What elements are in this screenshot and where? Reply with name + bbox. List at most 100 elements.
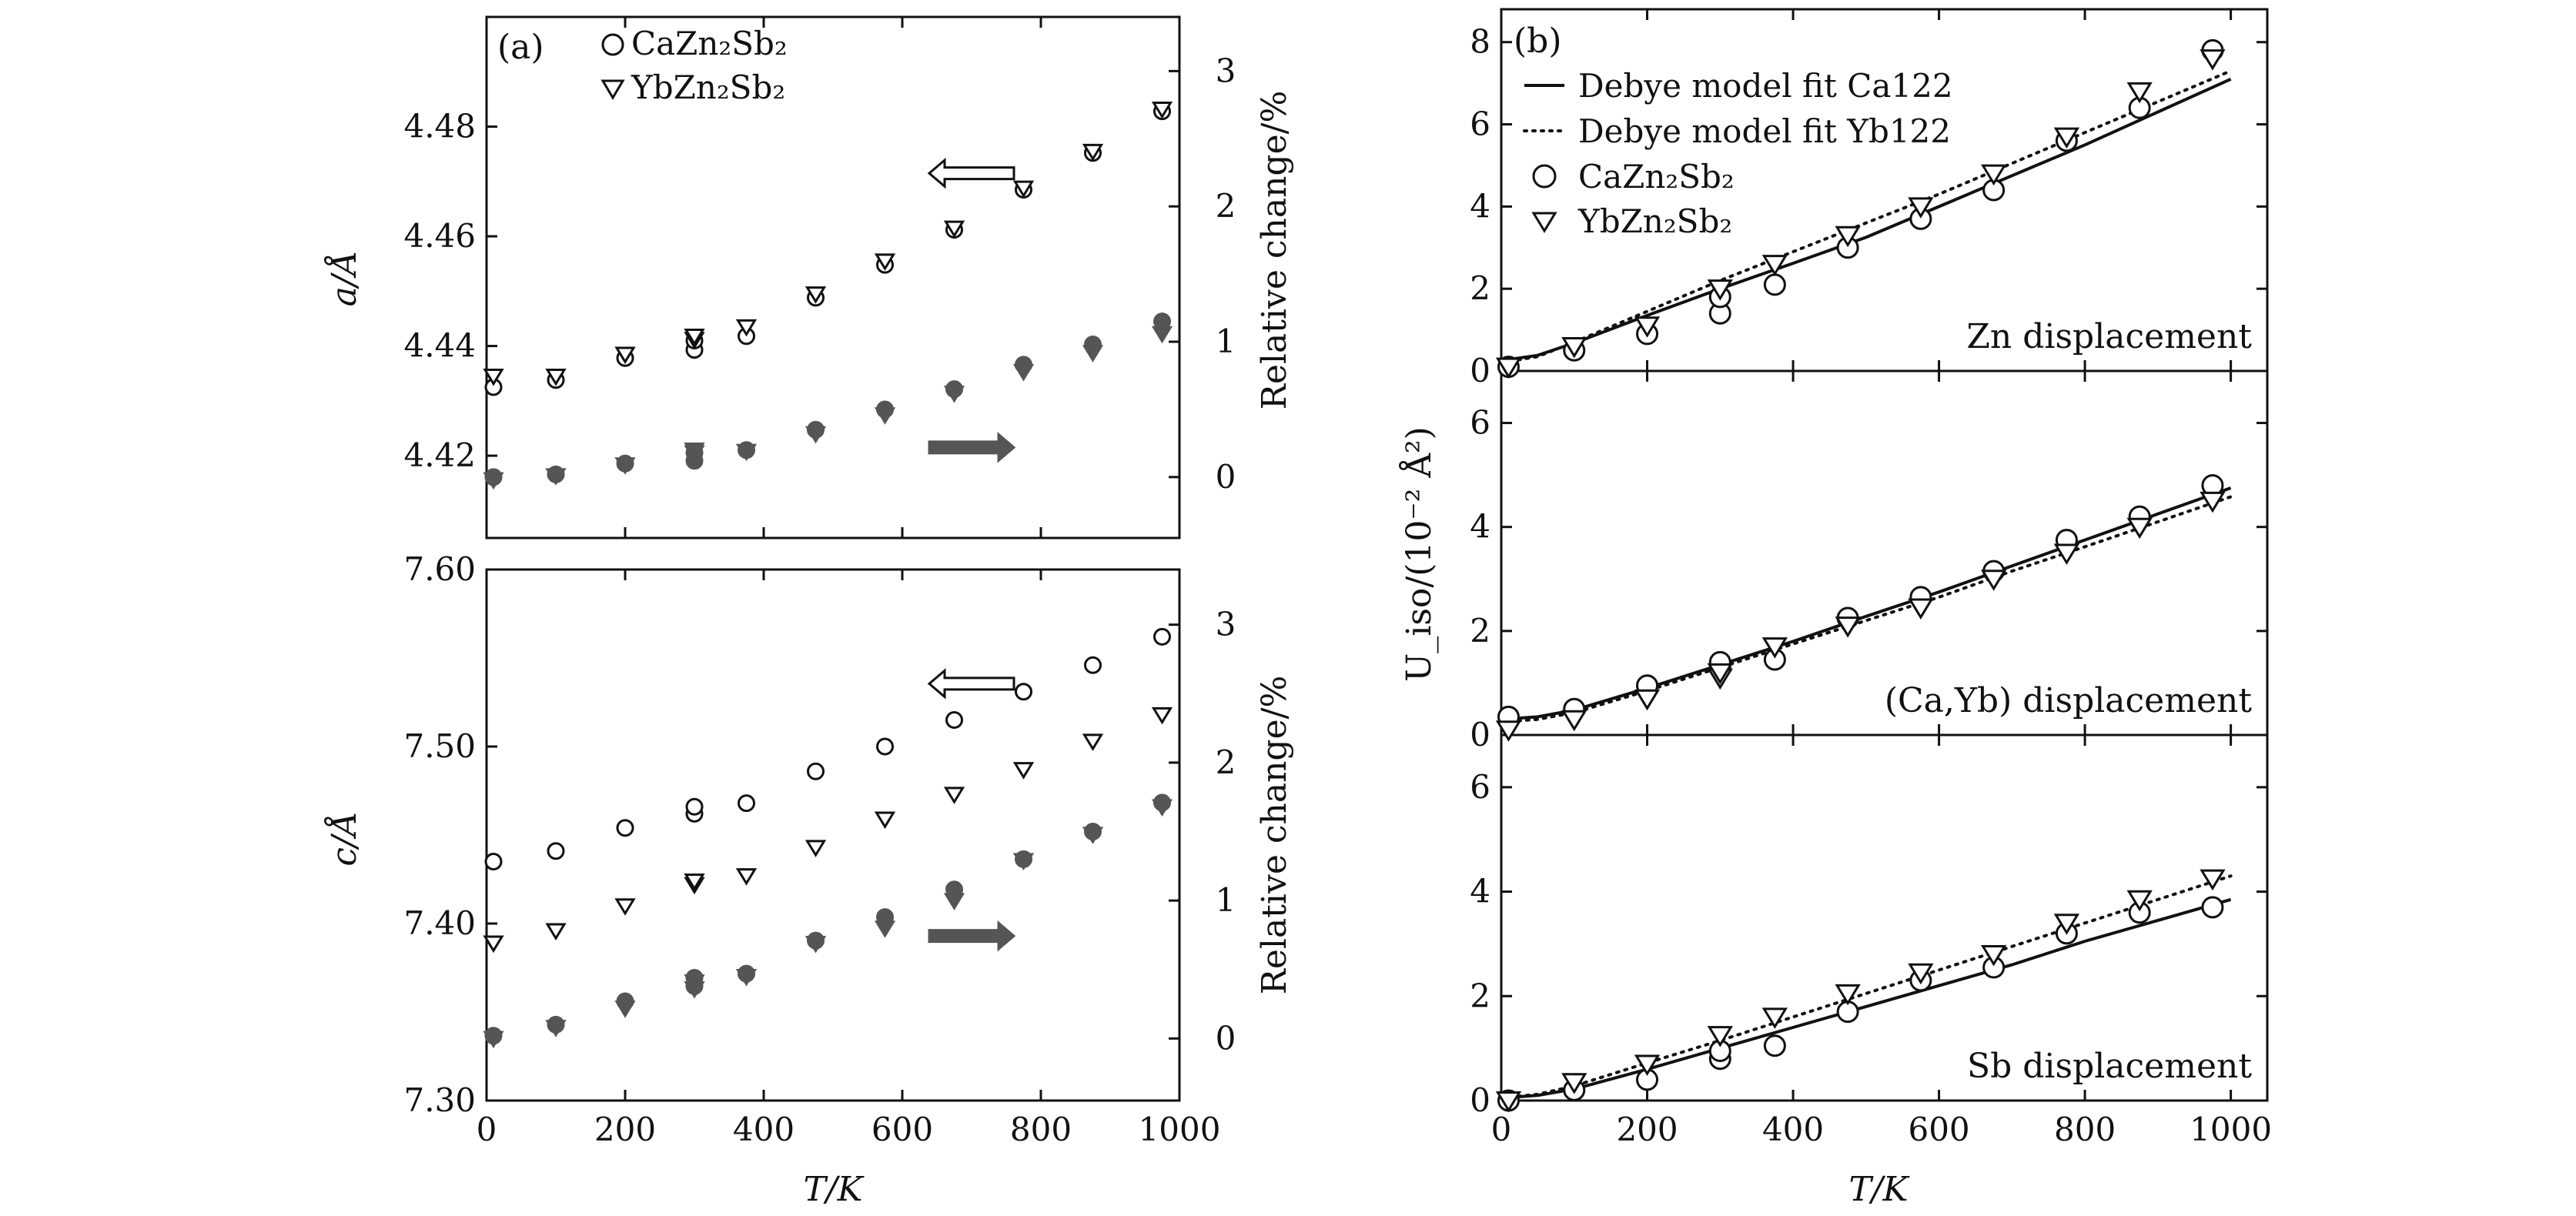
data-point-yb (874, 920, 896, 938)
data-point-yb (1151, 799, 1173, 817)
y-tick-label: 4.48 (403, 108, 476, 145)
data-point-yb (2126, 517, 2153, 540)
data-point-yb (1151, 707, 1173, 725)
legend-b: Debye model fit Ca122 Debye model fit Yb… (1523, 67, 1953, 240)
data-point-yb (1707, 279, 1733, 301)
data-point-yb (545, 468, 567, 486)
legend-a-yb-label: YbZn₂Sb₂ (631, 68, 785, 106)
panel-b-sb-frame (1500, 733, 2269, 1102)
x-tick-label: 400 (733, 1111, 795, 1148)
data-point-yb (1561, 710, 1587, 732)
data-point-ca (484, 853, 503, 870)
data-point-ca (685, 797, 704, 816)
data-point-yb (1835, 225, 1861, 248)
data-point-yb (2053, 914, 2080, 935)
data-point-yb (1012, 762, 1035, 780)
data-point-yb (483, 1031, 504, 1049)
data-point-ca (1084, 656, 1102, 674)
ylabel-a-top: a/Å (323, 251, 364, 307)
data-point-yb (1012, 180, 1035, 199)
right-arrow-icon (928, 920, 1016, 952)
data-point-yb (545, 923, 567, 940)
y-tick-label: 4 (1470, 187, 1490, 225)
data-point-yb (735, 968, 758, 987)
data-point-yb (1980, 164, 2007, 186)
legend-b-fit-yb-label: Debye model fit Yb122 (1578, 112, 1951, 150)
y-tick-label: 4.44 (403, 327, 476, 365)
y-tick-label: 0 (1470, 352, 1490, 389)
data-point-yb (1761, 637, 1788, 659)
panel-a-top-frame (485, 15, 1181, 540)
data-point-yb (1761, 255, 1788, 276)
legend-b-ca-label: CaZn₂Sb₂ (1578, 158, 1735, 195)
legend-b-ca-circle-icon (1532, 164, 1557, 189)
data-point-ca (807, 762, 825, 780)
x-tick-label: 0 (477, 1111, 497, 1148)
data-point-yb (1561, 336, 1587, 359)
data-point-yb (874, 253, 896, 271)
data-point-yb (874, 407, 896, 425)
data-point-ca (616, 819, 634, 837)
data-point-yb (1908, 963, 1934, 985)
y-tick-label: 6 (1470, 768, 1490, 806)
y-tick-label: 4 (1470, 508, 1490, 546)
data-point-yb (1151, 326, 1173, 344)
data-point-yb (2126, 82, 2153, 104)
data-point-yb (1980, 945, 2007, 967)
data-point-yb (614, 346, 636, 365)
x-tick-label: 400 (1762, 1111, 1824, 1148)
data-point-yb (1082, 827, 1104, 844)
data-point-yb (545, 1020, 567, 1037)
data-point-yb (943, 220, 965, 239)
data-point-yb (483, 369, 504, 386)
panel-label-b: (b) (1514, 22, 1562, 61)
data-point-yb (684, 442, 705, 460)
x-tick-label: 1000 (1139, 1111, 1221, 1148)
x-tick-label: 600 (871, 1111, 933, 1148)
data-point-yb (2053, 543, 2080, 565)
data-point-yb (1980, 570, 2007, 591)
data-point-yb (614, 457, 636, 475)
data-point-yb (614, 1001, 636, 1018)
data-point-yb (735, 319, 758, 337)
data-point-ca (547, 842, 565, 860)
legend-yb-triangle-icon (601, 79, 625, 100)
left-arrow-icon (927, 668, 1015, 700)
data-point-yb (2200, 49, 2226, 71)
legend-a: CaZn₂Sb₂ YbZn₂Sb₂ (601, 25, 788, 106)
data-point-yb (943, 787, 965, 804)
data-point-yb (1561, 1073, 1587, 1094)
panel-label-a: (a) (497, 28, 544, 67)
left-arrow-icon (927, 157, 1015, 189)
y2-tick-label: 2 (1216, 187, 1236, 225)
data-point-ca (1015, 683, 1032, 701)
data-point-yb (1151, 101, 1173, 119)
data-point-yb (874, 811, 896, 830)
data-point-yb (1012, 363, 1035, 382)
data-point-yb (2200, 491, 2226, 513)
data-point-yb (545, 369, 567, 386)
data-point-yb (1495, 720, 1522, 742)
y-tick-label: 4 (1470, 873, 1490, 910)
data-point-yb (943, 386, 965, 403)
data-point-ca (1763, 1034, 1786, 1057)
y-tick-label: 6 (1470, 105, 1490, 143)
annotation-zn: Zn displacement (1966, 317, 2252, 356)
data-point-yb (805, 286, 827, 304)
data-point-yb (805, 426, 827, 444)
data-point-yb (1495, 1091, 1522, 1113)
data-point-ca (1153, 627, 1171, 646)
legend-b-fit-ca-label: Debye model fit Ca122 (1578, 67, 1953, 105)
y2label-a-top: Relative change/% (1255, 91, 1294, 410)
data-point-yb (1835, 984, 1861, 1006)
data-point-yb (614, 898, 636, 916)
data-point-yb (684, 329, 705, 346)
data-point-yb (684, 874, 705, 891)
x-tick-label: 200 (594, 1111, 656, 1148)
data-point-layer (483, 38, 2226, 1113)
y2-tick-label: 3 (1216, 606, 1236, 643)
right-arrow-icon (928, 432, 1016, 463)
data-point-yb (1012, 853, 1035, 870)
y-tick-label: 7.60 (403, 550, 476, 588)
data-point-ca (738, 794, 755, 813)
